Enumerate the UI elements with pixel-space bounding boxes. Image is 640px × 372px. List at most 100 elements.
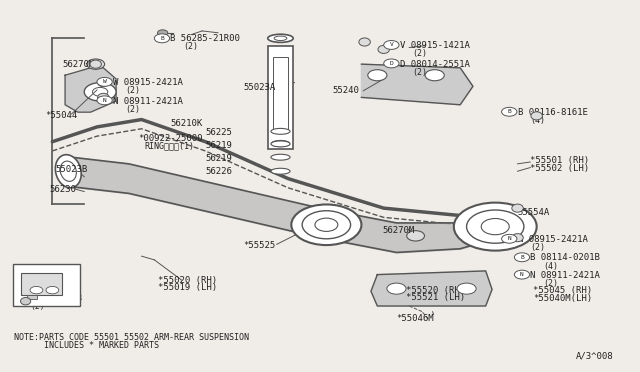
Ellipse shape	[268, 34, 293, 42]
Circle shape	[502, 108, 517, 116]
Ellipse shape	[271, 141, 290, 147]
Text: (2): (2)	[543, 279, 558, 288]
Circle shape	[454, 203, 537, 251]
Text: *55501 (RH): *55501 (RH)	[531, 155, 589, 165]
Text: N 08911-2421A: N 08911-2421A	[113, 97, 183, 106]
Text: V: V	[390, 42, 393, 48]
Text: B: B	[520, 255, 524, 260]
Circle shape	[515, 253, 530, 262]
Bar	[20, 273, 62, 295]
Text: (2): (2)	[125, 105, 141, 114]
Polygon shape	[371, 271, 492, 306]
Circle shape	[97, 77, 112, 86]
Text: (2): (2)	[531, 243, 545, 252]
Text: (4): (4)	[531, 116, 545, 125]
Text: *55020 (RH): *55020 (RH)	[157, 276, 216, 285]
Circle shape	[425, 70, 444, 81]
Circle shape	[481, 218, 509, 235]
Circle shape	[291, 205, 362, 245]
Text: D: D	[390, 61, 393, 66]
Text: N 08911-2421A: N 08911-2421A	[531, 271, 600, 280]
Text: RINGリング(1): RINGリング(1)	[145, 141, 195, 150]
Ellipse shape	[271, 154, 290, 160]
Text: *55045 (RH): *55045 (RH)	[534, 286, 593, 295]
Circle shape	[368, 70, 387, 81]
Polygon shape	[65, 68, 116, 112]
Text: (2): (2)	[412, 68, 428, 77]
Text: *55040M(LH): *55040M(LH)	[534, 294, 593, 303]
Text: INCLUDES * MARKED PARTS: INCLUDES * MARKED PARTS	[14, 341, 159, 350]
Ellipse shape	[60, 161, 76, 182]
Text: 55240: 55240	[333, 86, 360, 95]
Text: 56226: 56226	[205, 167, 232, 176]
Ellipse shape	[98, 93, 109, 102]
Circle shape	[406, 231, 424, 241]
Text: 56219: 56219	[205, 154, 232, 163]
Ellipse shape	[512, 204, 524, 212]
Text: B: B	[160, 36, 164, 41]
Text: 56225: 56225	[205, 128, 232, 137]
Circle shape	[457, 283, 476, 294]
Text: 55023B: 55023B	[56, 165, 88, 174]
Ellipse shape	[271, 168, 290, 174]
Bar	[268, 46, 293, 149]
Text: *00922-25000: *00922-25000	[138, 134, 203, 142]
Text: D 08014-2551A: D 08014-2551A	[399, 60, 470, 69]
Ellipse shape	[90, 60, 101, 68]
Text: B 08114-0201B: B 08114-0201B	[531, 253, 600, 263]
Circle shape	[84, 83, 116, 101]
Text: B: B	[508, 109, 511, 114]
Text: (2): (2)	[412, 49, 428, 58]
Text: 55554A: 55554A	[518, 208, 550, 217]
Text: B: B	[14, 300, 19, 310]
Text: 55023A: 55023A	[244, 83, 276, 92]
Text: N: N	[508, 236, 511, 241]
Text: (2): (2)	[125, 86, 141, 95]
Bar	[273, 57, 288, 131]
Circle shape	[467, 210, 524, 243]
Ellipse shape	[55, 155, 81, 188]
Text: *55520 (RH): *55520 (RH)	[406, 286, 465, 295]
Ellipse shape	[271, 128, 290, 134]
Text: B 56285-21R00: B 56285-21R00	[170, 34, 240, 43]
Text: *55521 (LH): *55521 (LH)	[406, 293, 465, 302]
Circle shape	[87, 59, 104, 69]
Text: 56230: 56230	[49, 185, 76, 194]
Polygon shape	[362, 64, 473, 105]
Text: W: W	[103, 79, 106, 84]
Circle shape	[387, 283, 406, 294]
Text: N: N	[520, 272, 524, 277]
Ellipse shape	[271, 141, 289, 147]
Ellipse shape	[531, 112, 542, 120]
Text: N 08915-2421A: N 08915-2421A	[518, 235, 588, 244]
Text: A/3^008: A/3^008	[575, 351, 613, 360]
Text: 56219: 56219	[205, 141, 232, 150]
Text: (2): (2)	[30, 302, 45, 311]
Ellipse shape	[98, 78, 109, 87]
Text: 56210K: 56210K	[170, 119, 202, 128]
Ellipse shape	[359, 38, 371, 46]
Circle shape	[154, 34, 170, 43]
Text: 56270M: 56270M	[62, 60, 94, 69]
Circle shape	[515, 270, 530, 279]
Text: *55046M: *55046M	[396, 314, 434, 323]
Bar	[13, 263, 80, 306]
Text: B 08116-8161E: B 08116-8161E	[518, 108, 588, 117]
Circle shape	[384, 41, 399, 49]
Text: V 08915-1421A: V 08915-1421A	[399, 41, 470, 50]
Ellipse shape	[378, 45, 390, 54]
Text: *55525: *55525	[244, 241, 276, 250]
Text: 56270M: 56270M	[383, 226, 415, 235]
Text: *55044: *55044	[45, 111, 77, 121]
Circle shape	[97, 96, 112, 105]
Text: (4): (4)	[543, 262, 558, 270]
Text: (2): (2)	[183, 42, 198, 51]
Text: B 08114-0201B: B 08114-0201B	[17, 294, 83, 303]
Ellipse shape	[274, 36, 287, 41]
Text: N: N	[103, 98, 106, 103]
Circle shape	[93, 87, 108, 96]
Bar	[27, 295, 37, 299]
Circle shape	[384, 59, 399, 68]
Circle shape	[46, 286, 59, 294]
Circle shape	[502, 234, 517, 243]
